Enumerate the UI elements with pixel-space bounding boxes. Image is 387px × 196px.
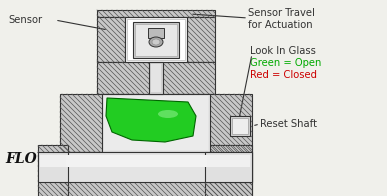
Bar (148, 28, 164, 38)
Bar (60, 94, 140, 152)
Bar (205, 145, 252, 196)
Bar (127, 19, 185, 60)
Bar (205, 152, 252, 182)
Bar (172, 94, 252, 152)
Bar (151, 64, 161, 92)
Text: Green = Open: Green = Open (250, 58, 321, 68)
Polygon shape (106, 98, 196, 142)
Text: FLOW: FLOW (5, 152, 52, 166)
Bar (60, 152, 252, 182)
Bar (135, 24, 177, 56)
Text: Reset Shaft: Reset Shaft (260, 119, 317, 129)
Bar (97, 17, 125, 62)
Bar (102, 94, 210, 152)
Bar (149, 62, 163, 94)
Bar (97, 10, 215, 17)
Bar (187, 17, 215, 62)
Text: Look In Glass: Look In Glass (250, 46, 316, 56)
Bar (60, 152, 252, 196)
Text: Sensor: Sensor (8, 15, 42, 25)
Bar (97, 62, 215, 94)
Bar (104, 96, 208, 150)
Bar (125, 17, 187, 62)
Ellipse shape (158, 110, 178, 118)
Bar (38, 145, 68, 196)
Ellipse shape (149, 37, 163, 47)
Bar (133, 22, 179, 58)
Bar (232, 118, 248, 134)
Text: Sensor Travel
for Actuation: Sensor Travel for Actuation (248, 8, 315, 30)
Ellipse shape (152, 39, 160, 45)
Bar (38, 152, 68, 182)
Bar (207, 155, 250, 167)
Text: Red = Closed: Red = Closed (250, 70, 317, 80)
Bar (63, 155, 249, 167)
Bar (40, 155, 66, 167)
Bar (230, 116, 250, 136)
